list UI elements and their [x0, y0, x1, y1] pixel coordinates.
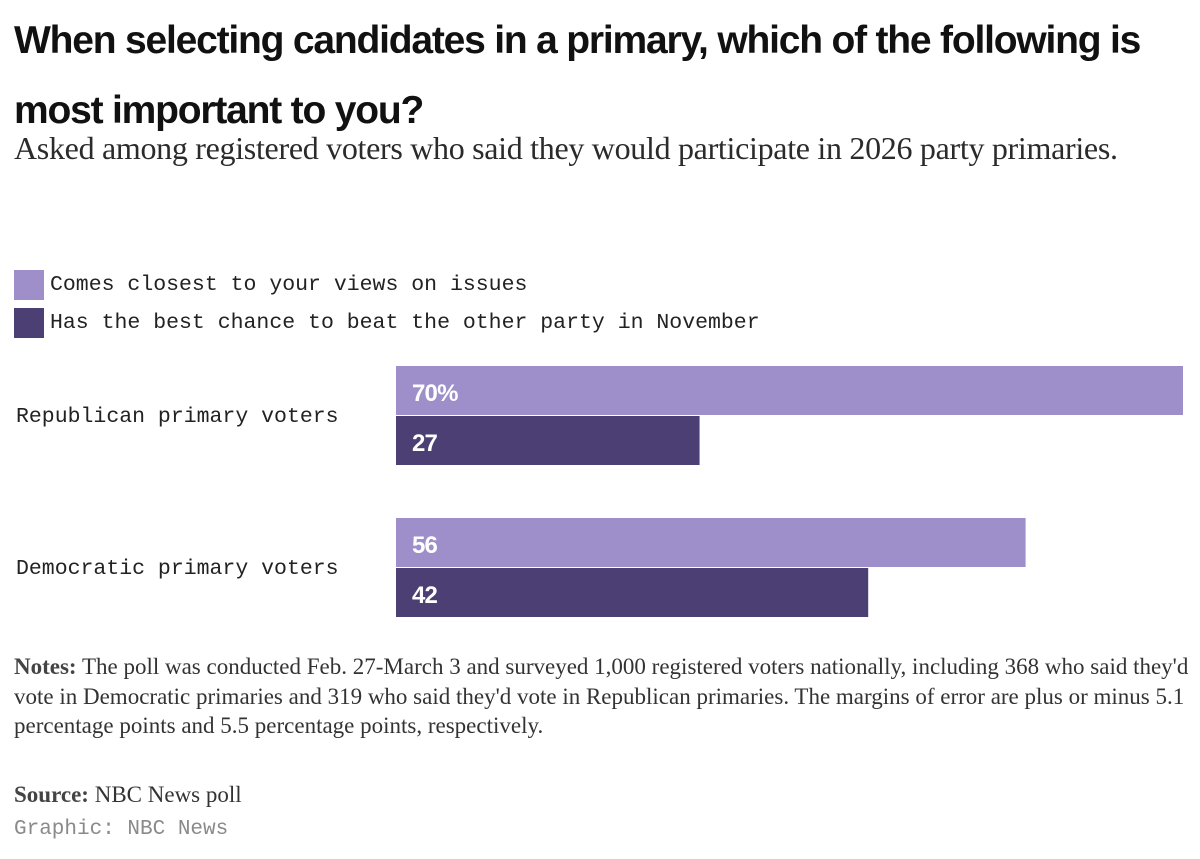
legend-label-electability: Has the best chance to beat the other pa… — [50, 311, 760, 335]
category-label-republican: Republican primary voters — [16, 405, 339, 429]
data-label-republican-series-2: 27 — [412, 430, 438, 457]
category-label-democratic: Democratic primary voters — [16, 557, 339, 581]
data-label-democratic-series-2: 42 — [412, 582, 438, 609]
legend-label-issues: Comes closest to your views on issues — [50, 273, 528, 297]
source-text: NBC News poll — [94, 782, 242, 807]
legend: Comes closest to your views on issues Ha… — [14, 266, 760, 342]
bar-republican-series-1 — [396, 366, 1183, 415]
legend-item-electability: Has the best chance to beat the other pa… — [14, 304, 760, 342]
notes-text: The poll was conducted Feb. 27-March 3 a… — [14, 654, 1189, 738]
source: Source: NBC News poll — [14, 780, 242, 809]
data-label-democratic-series-1: 56 — [412, 532, 438, 559]
legend-swatch-issues — [14, 270, 44, 300]
legend-item-issues: Comes closest to your views on issues — [14, 266, 760, 304]
chart-title: When selecting candidates in a primary, … — [14, 19, 1141, 132]
graphic-credit: Graphic: NBC News — [14, 818, 229, 841]
bar-democratic-series-2 — [396, 568, 869, 617]
chart-subtitle: Asked among registered voters who said t… — [14, 130, 1118, 166]
bar-republican-series-2 — [396, 416, 700, 465]
data-label-republican-series-1: 70% — [412, 380, 458, 407]
notes: Notes: The poll was conducted Feb. 27-Ma… — [14, 652, 1189, 741]
source-label: Source: — [14, 782, 89, 807]
legend-swatch-electability — [14, 308, 44, 338]
notes-label: Notes: — [14, 654, 77, 679]
bar-democratic-series-1 — [396, 518, 1026, 567]
